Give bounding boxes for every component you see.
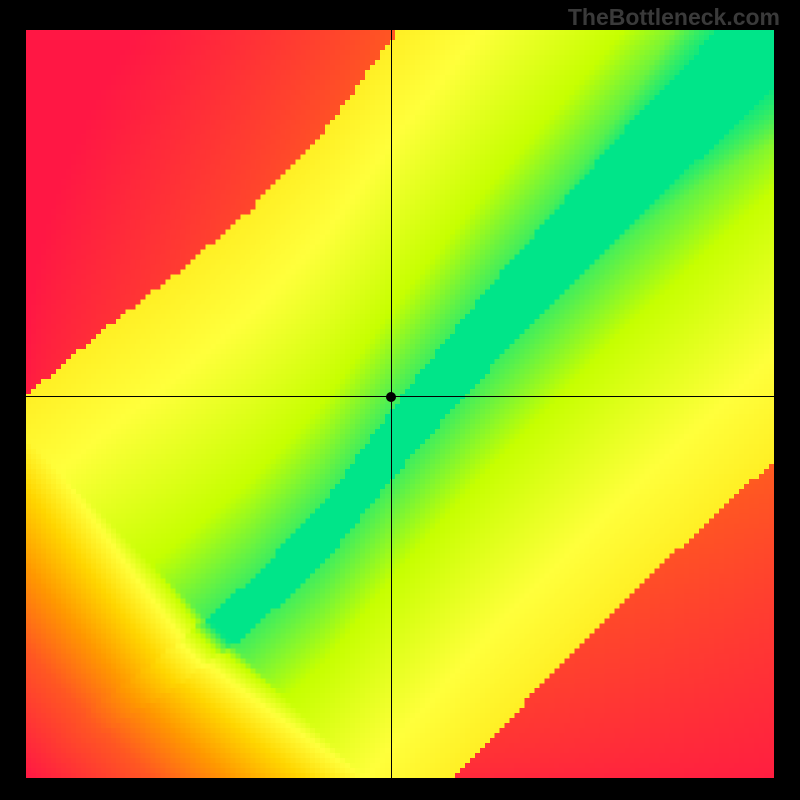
heatmap-stage bbox=[26, 30, 774, 778]
bottleneck-heatmap bbox=[26, 30, 774, 778]
selection-marker bbox=[386, 392, 396, 402]
watermark-text: TheBottleneck.com bbox=[568, 4, 780, 31]
crosshair-vertical bbox=[391, 30, 392, 778]
crosshair-horizontal bbox=[26, 396, 774, 397]
